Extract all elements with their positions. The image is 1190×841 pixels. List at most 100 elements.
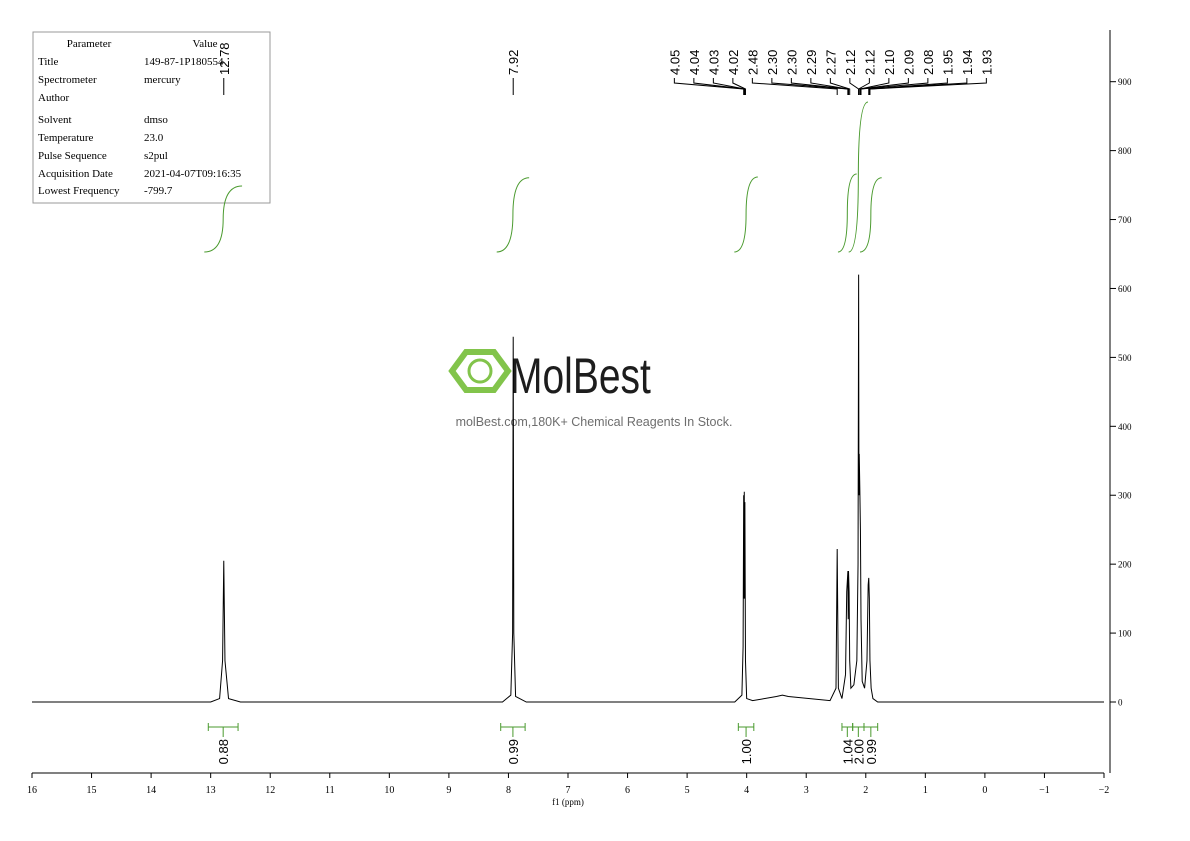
x-tick-label: −1: [1039, 785, 1050, 796]
x-tick-label: 4: [744, 785, 749, 796]
x-tick-label: 16: [27, 785, 37, 796]
tagline: molBest.com,180K+ Chemical Reagents In S…: [456, 415, 733, 429]
integral-bracket: [207, 723, 239, 737]
peak-connector: [868, 78, 948, 95]
y-tick-label: 700: [1118, 215, 1132, 225]
peak-connector: [849, 78, 860, 95]
x-tick-label: 10: [384, 785, 394, 796]
integral-bracket: [852, 723, 865, 737]
integral-curve: [204, 185, 243, 253]
table-border: [32, 31, 271, 204]
param-value: 23.0: [144, 132, 164, 144]
integral-curve: [734, 176, 758, 253]
param-name: Pulse Sequence: [38, 150, 107, 162]
peak-label: 2.30: [784, 50, 799, 75]
y-tick-label: 0: [1118, 698, 1123, 708]
peak-connector: [829, 78, 851, 95]
spectrum-line: [32, 274, 1104, 703]
y-tick-label: 300: [1118, 491, 1132, 501]
x-tick-label: 11: [325, 785, 335, 796]
x-tick-label: 3: [804, 785, 809, 796]
x-tick-label: 7: [566, 785, 571, 796]
x-tick-label: 5: [685, 785, 690, 796]
x-tick-label: 8: [506, 785, 511, 796]
x-tick-label: 2: [863, 785, 868, 796]
integral-label: 1.00: [739, 739, 754, 764]
peak-label: 4.05: [667, 50, 682, 75]
peak-label: 2.29: [804, 50, 819, 75]
integral-bracket: [863, 723, 879, 737]
param-name: Lowest Frequency: [38, 185, 120, 197]
x-tick-label: 12: [265, 785, 275, 796]
peak-connector: [869, 78, 987, 95]
brand: MolBest: [510, 347, 651, 404]
peak-connector: [859, 78, 890, 95]
param-name: Author: [38, 92, 70, 104]
peak-label: 7.92: [506, 50, 521, 75]
peak-connector: [868, 78, 968, 95]
param-value: 149-87-1P180554: [144, 56, 224, 68]
integral-bracket: [841, 723, 854, 737]
integral-label: 0.99: [506, 739, 521, 764]
param-name: Temperature: [38, 132, 94, 144]
y-tick-label: 600: [1118, 284, 1132, 294]
param-value: s2pul: [144, 150, 168, 162]
peak-connector: [860, 78, 929, 95]
peak-label: 2.12: [862, 50, 877, 75]
peak-label: 2.09: [901, 50, 916, 75]
peak-connector: [712, 78, 746, 95]
x-tick-label: 0: [982, 785, 987, 796]
integral-label: 2.00: [851, 739, 866, 764]
integral-curve: [496, 177, 530, 253]
integral-bracket: [500, 723, 526, 737]
logo-ring: [467, 358, 493, 384]
peak-label: 4.03: [706, 50, 721, 75]
peak-label: 1.93: [979, 50, 994, 75]
peak-connector: [732, 78, 746, 95]
peak-connector: [859, 78, 909, 95]
x-tick-label: 13: [206, 785, 216, 796]
x-tick-label: 15: [87, 785, 97, 796]
peak-label: 2.10: [882, 50, 897, 75]
param-value: 2021-04-07T09:16:35: [144, 168, 242, 180]
integral-label: 0.88: [216, 739, 231, 764]
y-tick-label: 100: [1118, 629, 1132, 639]
peak-connector: [858, 78, 870, 95]
peak-label: 12.78: [217, 42, 232, 75]
table-header: Value: [192, 38, 217, 50]
peak-connector: [771, 78, 849, 95]
param-value: mercury: [144, 74, 181, 86]
x-axis-label: f1 (ppm): [552, 797, 584, 807]
param-value: dmso: [144, 114, 168, 126]
x-tick-label: 6: [625, 785, 630, 796]
y-tick-label: 800: [1118, 146, 1132, 156]
peak-label: 2.48: [745, 50, 760, 75]
peak-connector: [810, 78, 850, 95]
x-tick-label: −2: [1099, 785, 1110, 796]
watermark: MolBest molBest.com,180K+ Chemical Reage…: [448, 347, 733, 429]
x-tick-label: 14: [146, 785, 156, 796]
y-tick-label: 500: [1118, 353, 1132, 363]
param-name: Title: [38, 56, 59, 68]
integral-label: 1.04: [840, 739, 855, 764]
peak-label: 2.08: [921, 50, 936, 75]
param-value: -799.7: [144, 185, 173, 197]
y-tick-label: 200: [1118, 560, 1132, 570]
integral-curve: [848, 101, 869, 253]
param-name: Spectrometer: [38, 74, 97, 86]
param-name: Solvent: [38, 114, 72, 126]
peak-connector: [693, 78, 745, 95]
peak-label: 2.27: [823, 50, 838, 75]
y-tick-label: 900: [1118, 77, 1132, 87]
peak-label: 4.02: [726, 50, 741, 75]
integral-label: 0.99: [864, 739, 879, 764]
integral-bracket: [737, 723, 755, 737]
x-tick-label: 9: [446, 785, 451, 796]
peak-label: 4.04: [687, 50, 702, 75]
peak-connector: [751, 78, 838, 95]
peak-connector: [673, 78, 745, 95]
integral-curve: [859, 177, 882, 253]
peak-label: 1.95: [940, 50, 955, 75]
